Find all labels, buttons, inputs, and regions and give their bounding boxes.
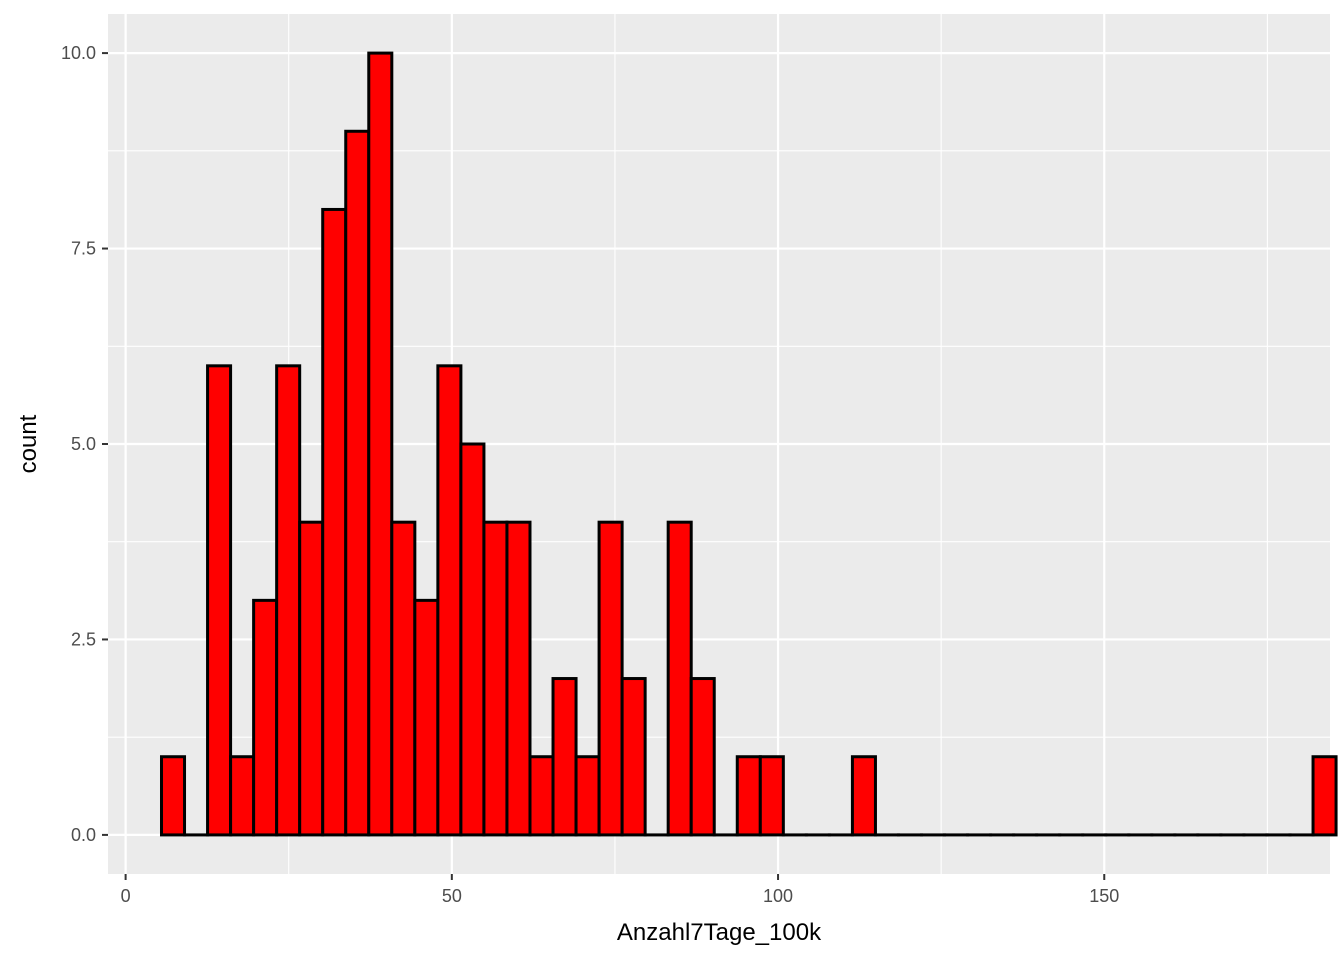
- histogram-bar: [528, 755, 555, 837]
- y-tick-label: 2.5: [71, 629, 96, 649]
- histogram-bar: [252, 598, 279, 837]
- histogram-bar: [159, 755, 187, 837]
- x-tick-label: 0: [121, 886, 131, 906]
- histogram-bar: [390, 520, 417, 837]
- y-tick-label: 5.0: [71, 434, 96, 454]
- histogram-bar: [758, 755, 785, 837]
- x-tick-label: 150: [1089, 886, 1119, 906]
- histogram-bar: [482, 520, 509, 837]
- histogram-bar: [1311, 755, 1338, 837]
- x-tick-label: 100: [763, 886, 793, 906]
- histogram-bar: [275, 364, 302, 837]
- histogram-bar: [367, 51, 394, 837]
- histogram-bar: [229, 755, 256, 837]
- histogram-bar: [689, 677, 716, 837]
- histogram-bar: [735, 755, 762, 837]
- histogram-bar: [597, 520, 624, 837]
- histogram-bar: [850, 755, 877, 837]
- histogram-bar: [666, 520, 693, 837]
- histogram-bar: [505, 520, 532, 837]
- histogram-bar: [298, 520, 325, 837]
- histogram-bar: [206, 364, 233, 837]
- y-axis-title: count: [15, 414, 42, 473]
- y-axis: 0.0 2.5 5.0 7.5 10.0: [61, 43, 108, 845]
- histogram-bar: [620, 677, 647, 837]
- histogram-bar: [574, 755, 601, 837]
- histogram-bar: [344, 129, 371, 837]
- histogram-bar: [321, 207, 348, 837]
- y-tick-label: 10.0: [61, 43, 96, 63]
- y-tick-label: 0.0: [71, 825, 96, 845]
- y-tick-label: 7.5: [71, 239, 96, 259]
- histogram-bar: [436, 364, 463, 837]
- histogram-bar: [459, 442, 486, 837]
- histogram-bar: [551, 677, 578, 837]
- x-tick-label: 50: [442, 886, 462, 906]
- x-axis: 0 50 100 150: [121, 874, 1119, 906]
- x-axis-title: Anzahl7Tage_100k: [617, 919, 822, 946]
- histogram-bar: [413, 598, 440, 837]
- bars: [159, 51, 1338, 837]
